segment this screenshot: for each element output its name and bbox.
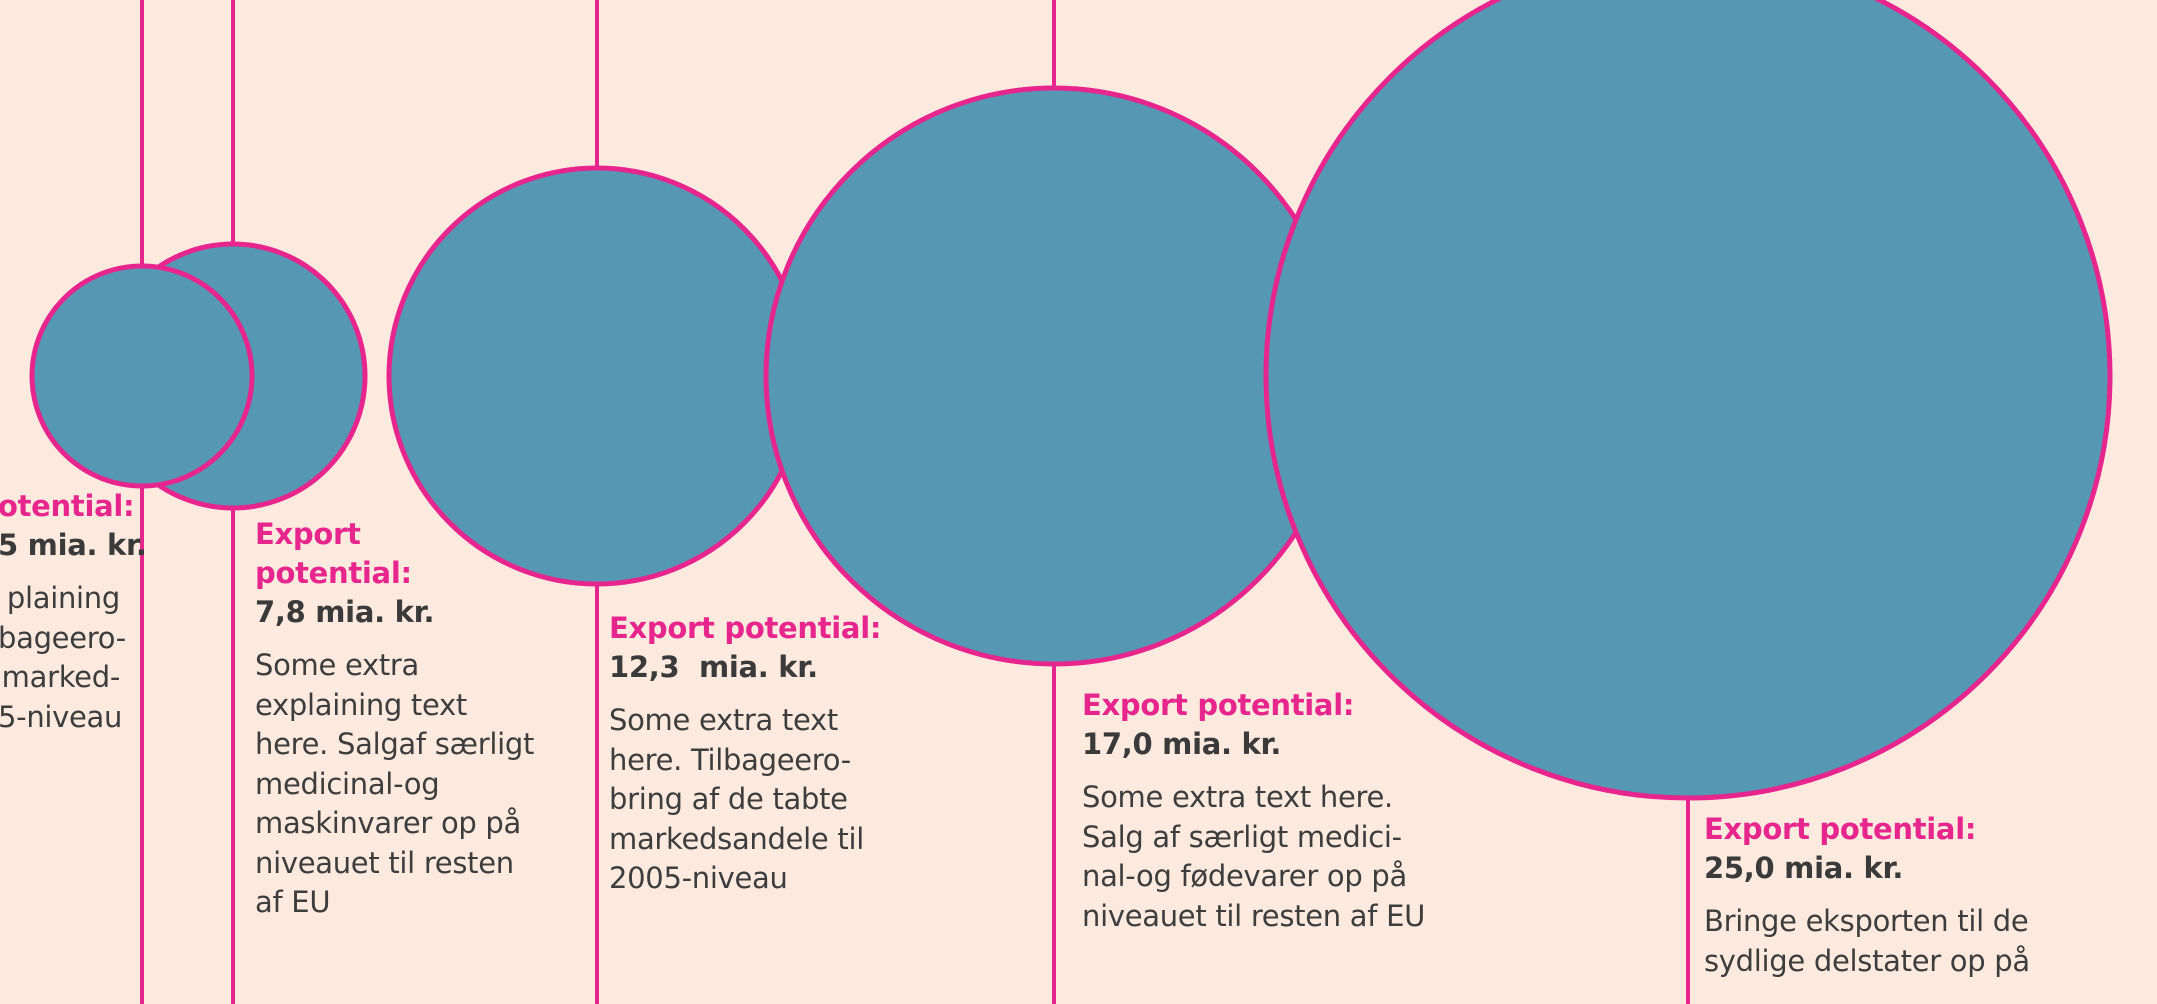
- annotation-label: Export potential:: [609, 611, 882, 645]
- annotation-group: Export potential: 17,0 mia. kr. Some ext…: [1082, 686, 1425, 936]
- annotation-group: Export potential: 7,8 mia. kr. Some extr…: [255, 515, 555, 923]
- annotation-description: Some extra explaining text here. Salgaf …: [255, 648, 535, 919]
- bubble-mark: [29, 263, 255, 489]
- annotation-description: plaining bageero- marked- 5-niveau: [0, 581, 126, 734]
- annotation-description: Some extra text here. Salg af særligt me…: [1082, 780, 1426, 933]
- bubble-mark: [763, 85, 1345, 667]
- annotation-value: 17,0 mia. kr.: [1082, 727, 1282, 761]
- annotation-label: Export potential:: [255, 517, 412, 590]
- annotation-description: Some extra text here. Tilbageero- bring …: [609, 703, 864, 895]
- annotation-value: 25,0 mia. kr.: [1704, 851, 1904, 885]
- annotation-label: otential:: [0, 489, 135, 523]
- annotation-group: Export potential: 25,0 mia. kr. Bringe e…: [1704, 810, 2030, 981]
- annotation-value: 7,8 mia. kr.: [255, 595, 435, 629]
- annotation-value: 5 mia. kr.: [0, 528, 147, 562]
- annotation-label: Export potential:: [1082, 688, 1355, 722]
- annotation-label: Export potential:: [1704, 812, 1977, 846]
- annotation-group: otential: 5 mia. kr. plaining bageero- m…: [0, 487, 147, 737]
- annotation-value: 12,3 mia. kr.: [609, 650, 818, 684]
- annotation-group: Export potential: 12,3 mia. kr. Some ext…: [609, 609, 881, 899]
- bubble-mark: [1263, 0, 2113, 801]
- annotation-description: Bringe eksporten til de sydlige delstate…: [1704, 904, 2030, 978]
